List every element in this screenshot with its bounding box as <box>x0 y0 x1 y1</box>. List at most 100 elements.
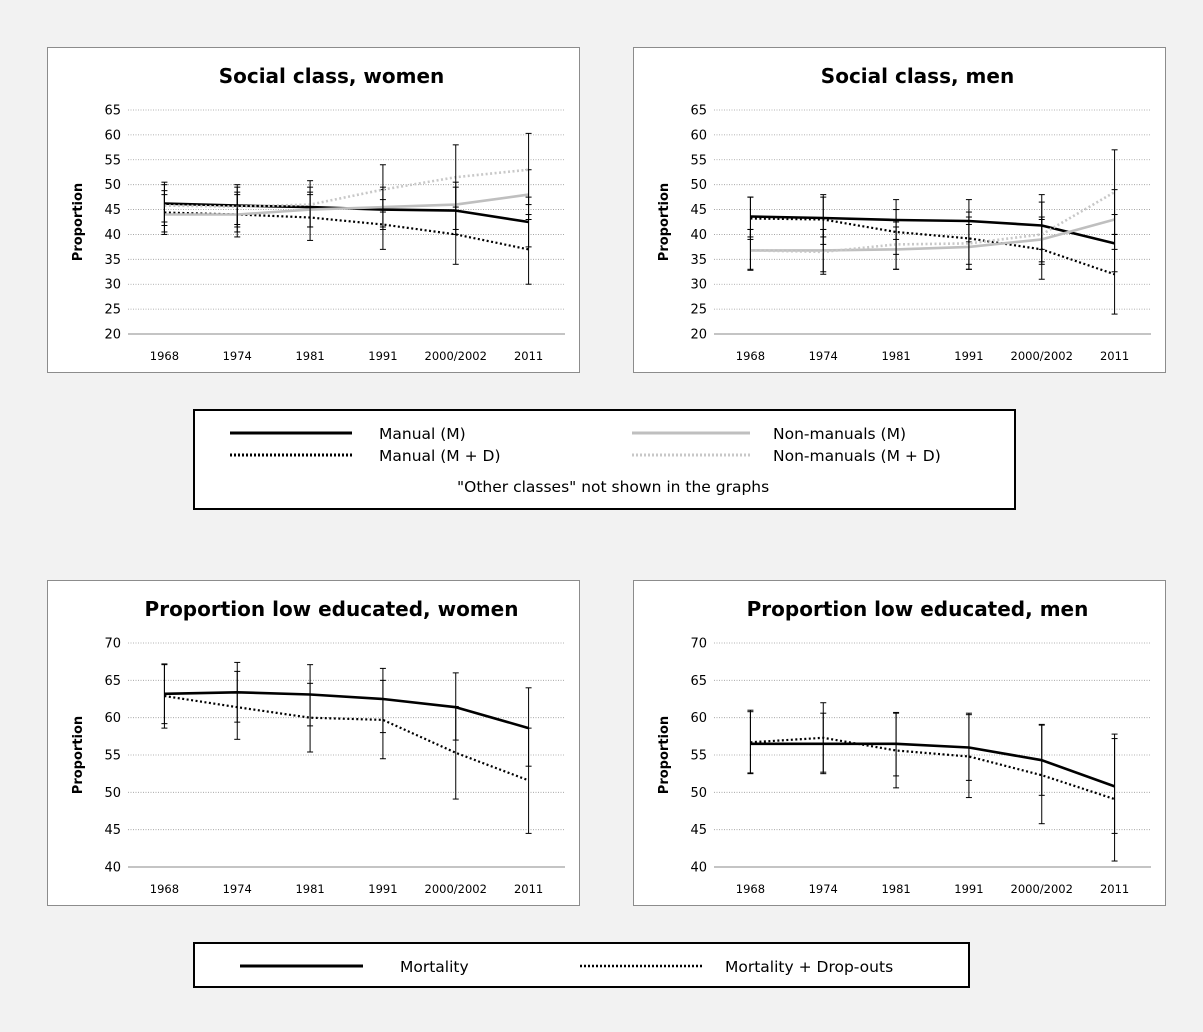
error-bar <box>893 221 900 270</box>
error-bar <box>1038 724 1045 825</box>
x-tick-label: 2000/2002 <box>1011 349 1073 363</box>
series-line <box>164 694 529 782</box>
series-line <box>164 193 529 216</box>
y-tick-label: 40 <box>104 228 121 243</box>
legend-social-class: Manual (M) Manual (M + D) Non-manuals (M… <box>193 409 1016 510</box>
y-tick-label: 20 <box>104 328 121 343</box>
x-tick-label: 1968 <box>736 349 765 363</box>
x-tick-label: 1974 <box>809 349 838 363</box>
y-tick-label: 55 <box>690 749 707 764</box>
y-tick-label: 55 <box>104 153 121 168</box>
x-tick-label: 1981 <box>295 882 324 896</box>
y-tick-label: 35 <box>690 253 707 268</box>
y-tick-label: 45 <box>690 203 707 218</box>
error-bar <box>161 664 168 729</box>
y-axis-label: Proportion <box>657 183 672 261</box>
error-bar <box>307 682 314 753</box>
y-tick-label: 60 <box>104 711 121 726</box>
y-tick-label: 50 <box>690 178 707 193</box>
error-bar <box>234 670 241 740</box>
chart-panel-social-women: Social class, women 20 25 30 35 40 45 50 55 60 65 1… <box>47 47 580 373</box>
y-tick-label: 65 <box>690 104 707 119</box>
y-axis-label: Proportion <box>657 716 672 794</box>
y-tick-label: 70 <box>690 637 707 652</box>
y-tick-label: 40 <box>104 861 121 876</box>
legend-label-nonmanual-md: Non-manuals (M + D) <box>773 447 941 465</box>
chart-title: Social class, men <box>821 64 1014 88</box>
y-tick-label: 65 <box>690 674 707 689</box>
x-tick-label: 1991 <box>954 882 983 896</box>
y-tick-label: 70 <box>104 637 121 652</box>
series-line <box>750 217 1115 276</box>
error-bar <box>747 709 754 774</box>
y-tick-label: 45 <box>104 203 121 218</box>
y-tick-label: 45 <box>104 823 121 838</box>
y-tick-label: 25 <box>104 303 121 318</box>
y-tick-label: 20 <box>690 328 707 343</box>
y-tick-label: 50 <box>104 786 121 801</box>
legend-label-mortality: Mortality <box>400 958 469 976</box>
chart-social-women: Social class, women 20 25 30 35 40 45 50 55 60 65 1… <box>71 64 565 363</box>
y-tick-label: 55 <box>690 153 707 168</box>
error-bar <box>965 712 972 799</box>
error-bar <box>379 164 386 213</box>
legend-note: "Other classes" not shown in the graphs <box>457 478 769 496</box>
error-bar <box>161 181 168 226</box>
x-tick-label: 1968 <box>150 882 179 896</box>
y-tick-label: 40 <box>690 228 707 243</box>
series-line <box>164 691 529 730</box>
y-tick-label: 65 <box>104 104 121 119</box>
legend-education-graphic: Mortality Mortality + Drop-outs <box>240 958 893 976</box>
x-tick-label: 1981 <box>295 349 324 363</box>
x-tick-label: 2011 <box>1100 349 1129 363</box>
y-tick-label: 60 <box>690 711 707 726</box>
y-tick-label: 25 <box>690 303 707 318</box>
series-line <box>750 190 1116 254</box>
y-tick-label: 30 <box>104 278 121 293</box>
legend-education: Mortality Mortality + Drop-outs <box>193 942 970 988</box>
x-tick-label: 1968 <box>150 349 179 363</box>
error-bar <box>1038 194 1045 263</box>
series-line <box>750 742 1116 788</box>
error-bar <box>1111 733 1118 862</box>
x-tick-label: 1974 <box>223 882 252 896</box>
y-tick-label: 60 <box>104 128 121 143</box>
y-axis-label: Proportion <box>71 183 86 261</box>
error-bar <box>893 712 900 789</box>
chart-title: Social class, women <box>219 64 445 88</box>
x-tick-label: 1968 <box>736 882 765 896</box>
chart-panel-education-men: Proportion low educated, men 40 45 50 55 60 65… <box>633 580 1166 906</box>
y-tick-label: 35 <box>104 253 121 268</box>
series-line <box>164 211 529 251</box>
y-axis-label: Proportion <box>71 716 86 794</box>
x-tick-label: 1991 <box>954 349 983 363</box>
series-line <box>750 215 1115 245</box>
error-bar <box>379 679 386 760</box>
y-tick-label: 65 <box>104 674 121 689</box>
x-tick-label: 2011 <box>514 349 543 363</box>
legend-label-manual-m: Manual (M) <box>379 425 466 443</box>
y-tick-label: 40 <box>690 861 707 876</box>
error-bar <box>525 132 532 206</box>
chart-education-men: Proportion low educated, men 40 45 50 55 60 65… <box>657 597 1151 896</box>
y-tick-label: 50 <box>104 178 121 193</box>
x-tick-label: 2000/2002 <box>425 882 487 896</box>
error-bar <box>307 180 314 228</box>
chart-social-men: Social class, men 20 25 30 35 40 45 50 55 60 65 196… <box>657 64 1151 363</box>
x-tick-label: 1974 <box>223 349 252 363</box>
series-line <box>750 218 1115 252</box>
x-tick-label: 2011 <box>514 882 543 896</box>
y-tick-label: 30 <box>690 278 707 293</box>
legend-label-nonmanual-m: Non-manuals (M) <box>773 425 906 443</box>
legend-label-mortality-dropouts: Mortality + Drop-outs <box>725 958 893 976</box>
error-bar <box>820 702 827 773</box>
y-tick-label: 60 <box>690 128 707 143</box>
x-tick-label: 1991 <box>368 349 397 363</box>
x-tick-label: 1981 <box>881 882 910 896</box>
series-line <box>164 168 529 208</box>
series-line <box>750 736 1115 801</box>
x-tick-label: 1974 <box>809 882 838 896</box>
legend-social-class-graphic: Manual (M) Manual (M + D) Non-manuals (M… <box>230 425 941 496</box>
error-bar <box>820 228 827 273</box>
legend-label-manual-md: Manual (M + D) <box>379 447 501 465</box>
